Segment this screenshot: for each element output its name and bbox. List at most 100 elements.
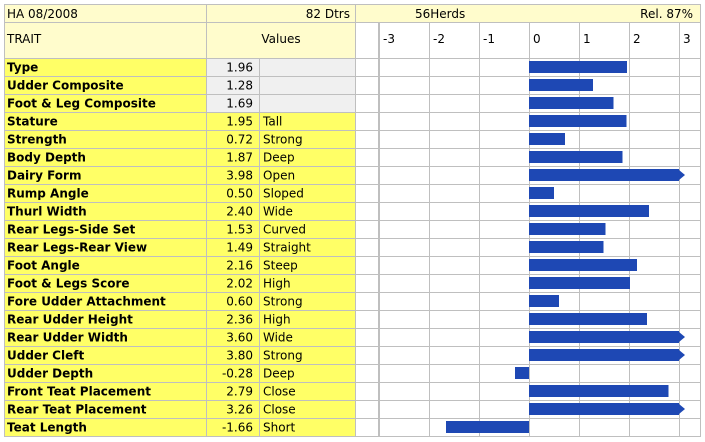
trait-cell-bg xyxy=(4,202,206,220)
chart-cell-bg xyxy=(355,112,701,130)
bar-udder-depth xyxy=(515,367,529,379)
overflow-arrow-icon xyxy=(679,332,685,342)
trait-value: -1.66 xyxy=(222,421,253,435)
bar-rump-angle xyxy=(529,187,554,199)
trait-cell-bg xyxy=(4,328,206,346)
descriptor-cell-bg xyxy=(259,58,355,76)
axis-tick-label: -3 xyxy=(383,32,395,46)
value-cell-bg xyxy=(206,130,355,148)
chart-cell-bg xyxy=(355,94,701,112)
axis-tick-label: 2 xyxy=(633,32,641,46)
trait-value: -0.28 xyxy=(222,367,253,381)
value-cell-bg xyxy=(206,58,259,76)
value-cell-bg xyxy=(206,184,355,202)
value-cell-bg xyxy=(206,310,355,328)
trait-label: Thurl Width xyxy=(7,205,87,219)
bar-foot-legs-score xyxy=(529,277,630,289)
trait-label: Udder Depth xyxy=(7,367,93,381)
axis-tick-label: -2 xyxy=(433,32,445,46)
trait-cell-bg xyxy=(4,400,206,418)
value-cell-bg xyxy=(206,382,355,400)
trait-label: Foot & Legs Score xyxy=(7,277,130,291)
trait-cell-bg xyxy=(4,382,206,400)
trait-cell-bg xyxy=(4,58,206,76)
value-cell-bg xyxy=(206,274,355,292)
bar-rear-legs-side-set xyxy=(529,223,606,235)
trait-cell-bg xyxy=(4,166,206,184)
trait-descriptor: Straight xyxy=(263,241,311,255)
trait-cell-bg xyxy=(4,418,206,436)
trait-descriptor: Curved xyxy=(263,223,306,237)
trait-value: 1.49 xyxy=(226,241,253,255)
trait-descriptor: Open xyxy=(263,169,295,183)
trait-value: 3.26 xyxy=(226,403,253,417)
trait-value: 1.95 xyxy=(226,115,253,129)
bar-teat-length xyxy=(446,421,529,433)
axis-tick-label: 0 xyxy=(533,32,541,46)
trait-label: Strength xyxy=(7,133,67,147)
bar-udder-composite xyxy=(529,79,593,91)
trait-value: 1.28 xyxy=(226,79,253,93)
trait-value: 2.02 xyxy=(226,277,253,291)
bar-foot-leg-composite xyxy=(529,97,614,109)
trait-value: 2.16 xyxy=(226,259,253,273)
value-cell-bg xyxy=(206,76,259,94)
trait-cell-bg xyxy=(4,112,206,130)
value-cell-bg xyxy=(206,202,355,220)
trait-descriptor: Short xyxy=(263,421,295,435)
chart-cell-bg xyxy=(355,130,701,148)
trait-value: 2.40 xyxy=(226,205,253,219)
value-cell-bg xyxy=(206,364,355,382)
bar-type xyxy=(529,61,627,73)
value-cell-bg xyxy=(206,238,355,256)
overflow-arrow-icon xyxy=(679,170,685,180)
trait-value: 0.50 xyxy=(226,187,253,201)
trait-label: Front Teat Placement xyxy=(7,385,151,399)
descriptor-cell-bg xyxy=(259,94,355,112)
trait-cell-bg xyxy=(4,148,206,166)
trait-label: Rear Udder Height xyxy=(7,313,133,327)
trait-label: Udder Composite xyxy=(7,79,124,93)
trait-value: 1.87 xyxy=(226,151,253,165)
value-cell-bg xyxy=(206,148,355,166)
value-cell-bg xyxy=(206,256,355,274)
value-cell-bg xyxy=(206,400,355,418)
trait-cell-bg xyxy=(4,220,206,238)
descriptor-cell-bg xyxy=(259,76,355,94)
header-right-background xyxy=(355,4,701,22)
trait-value: 2.36 xyxy=(226,313,253,327)
chart-cell-bg xyxy=(355,238,701,256)
trait-descriptor: Steep xyxy=(263,259,298,273)
trait-cell-bg xyxy=(4,94,206,112)
overflow-arrow-icon xyxy=(679,404,685,414)
chart-cell-bg xyxy=(355,148,701,166)
bar-body-depth xyxy=(529,151,623,163)
chart-cell-bg xyxy=(355,76,701,94)
trait-label: Teat Length xyxy=(7,421,87,435)
bar-foot-angle xyxy=(529,259,637,271)
bar-stature xyxy=(529,115,627,127)
trait-label: Type xyxy=(7,61,38,75)
trait-value: 3.98 xyxy=(226,169,253,183)
trait-label: Udder Cleft xyxy=(7,349,84,363)
daughter-count: 82 Dtrs xyxy=(306,7,350,21)
trait-cell-bg xyxy=(4,76,206,94)
axis-tick-label: 3 xyxy=(683,32,691,46)
trait-descriptor: Strong xyxy=(263,349,303,363)
trait-label: Rear Udder Width xyxy=(7,331,128,345)
trait-cell-bg xyxy=(4,130,206,148)
trait-cell-bg xyxy=(4,292,206,310)
trait-cell-bg xyxy=(4,310,206,328)
trait-descriptor: High xyxy=(263,277,291,291)
bar-rear-udder-height xyxy=(529,313,647,325)
bar-rear-teat-placement xyxy=(529,403,679,415)
chart-cell-bg xyxy=(355,220,701,238)
chart-cell-bg xyxy=(355,274,701,292)
herd-count: 56Herds xyxy=(415,7,465,21)
trait-value: 2.79 xyxy=(226,385,253,399)
value-cell-bg xyxy=(206,94,259,112)
trait-label: Rear Legs-Rear View xyxy=(7,241,147,255)
trait-label: Fore Udder Attachment xyxy=(7,295,166,309)
trait-value: 1.69 xyxy=(226,97,253,111)
